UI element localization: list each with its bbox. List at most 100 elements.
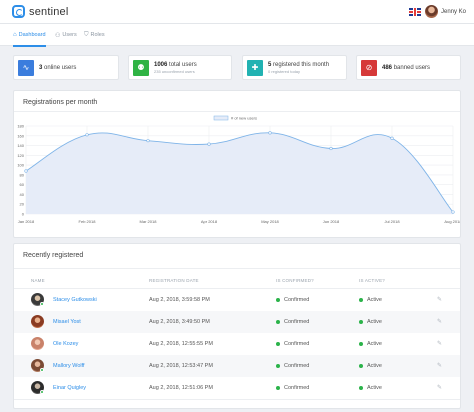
tab-dashboard[interactable]: ⌂ Dashboard — [13, 24, 46, 47]
column-header-active[interactable]: Is Active? — [359, 278, 386, 283]
table-row[interactable] — [14, 311, 460, 333]
stat-month-value: 5 — [268, 61, 272, 68]
stat-online-value: 3 — [39, 64, 43, 71]
y-tick-label: 140 — [17, 143, 24, 148]
stat-total-users[interactable]: ⚉ 1006 total users 235 unconfirmed users — [128, 55, 232, 80]
main-nav: ⌂ Dashboard ⚇ Users ⛉ Roles — [0, 24, 474, 47]
active-text: Active — [367, 319, 382, 325]
confirmed-dot-icon — [276, 320, 280, 324]
active-status: Active — [359, 297, 382, 303]
stat-banned-users[interactable]: ⊘ 486 banned users — [356, 55, 461, 80]
user-avatar[interactable] — [425, 5, 438, 18]
legend-swatch — [213, 115, 229, 121]
edit-icon[interactable]: ✎ — [437, 363, 443, 369]
avatar[interactable] — [31, 337, 44, 350]
avatar[interactable] — [31, 315, 44, 328]
x-tick-label: Feb 2018 — [79, 219, 97, 224]
stat-month-text: 5 registered this month — [268, 62, 329, 68]
stat-online-label: online users — [44, 64, 77, 71]
y-tick-label: 100 — [17, 163, 24, 168]
data-point — [85, 133, 89, 137]
row-divider — [14, 288, 460, 289]
sentinel-logo-icon — [12, 5, 25, 18]
user-ban-icon: ⊘ — [361, 59, 377, 76]
stat-banned-label: banned users — [393, 64, 431, 71]
active-dot-icon — [359, 386, 363, 390]
table-row[interactable] — [14, 355, 460, 377]
stat-month-sub: 0 registered today — [268, 68, 301, 74]
edit-icon[interactable]: ✎ — [437, 297, 443, 303]
data-point — [207, 142, 211, 146]
online-status-dot — [40, 368, 44, 372]
y-tick-label: 180 — [17, 124, 24, 129]
y-tick-label: 80 — [20, 172, 25, 177]
user-name-link[interactable]: Ole Kozey — [53, 341, 79, 347]
stat-online-text: 3 online users — [39, 65, 76, 71]
user-name-link[interactable]: Misael Yost — [53, 319, 81, 325]
edit-icon[interactable]: ✎ — [437, 319, 443, 325]
confirmed-text: Confirmed — [284, 385, 310, 391]
registrations-chart[interactable]: 0 20 40 60 80 100 120 140 160 180 Jan 2018 Feb 2018… — [14, 112, 460, 238]
registrations-chart-card: Registrations per month 0 20 40 60 80 100 120 1… — [13, 90, 461, 238]
legend-label: # of new users — [231, 116, 257, 121]
recent-card-title: Recently registered — [23, 252, 84, 259]
user-name[interactable]: Jenny Ko — [441, 9, 467, 15]
tab-roles[interactable]: ⛉ Roles — [84, 24, 105, 46]
y-tick-label: 20 — [20, 202, 25, 207]
shield-icon: ⛉ — [84, 31, 89, 38]
user-name-link[interactable]: Mallory Wolff — [53, 363, 85, 369]
registration-date: Aug 2, 2018, 3:49:50 PM — [149, 319, 210, 325]
confirmed-text: Confirmed — [284, 363, 310, 369]
active-text: Active — [367, 297, 382, 303]
activity-icon: ∿ — [18, 59, 34, 76]
confirmed-status: Confirmed — [276, 363, 309, 369]
column-header-date[interactable]: Registration Date — [149, 278, 199, 283]
column-header-confirmed[interactable]: Is Confirmed? — [276, 278, 314, 283]
confirmed-dot-icon — [276, 364, 280, 368]
active-status: Active — [359, 341, 382, 347]
card-divider — [14, 111, 460, 112]
data-point — [329, 146, 333, 151]
x-tick-label: Jun 2018 — [323, 219, 340, 224]
edit-icon[interactable]: ✎ — [437, 341, 443, 347]
confirmed-status: Confirmed — [276, 297, 309, 303]
brand-logo[interactable]: sentinel — [12, 5, 69, 18]
active-text: Active — [367, 385, 382, 391]
stat-registered-month[interactable]: ✚ 5 registered this month 0 registered t… — [242, 55, 347, 80]
stat-banned-value: 486 — [382, 64, 393, 71]
stat-total-label: total users — [169, 61, 197, 68]
user-name-link[interactable]: Einar Quigley — [53, 385, 87, 391]
uk-flag-icon[interactable] — [409, 8, 421, 16]
data-point — [24, 169, 28, 173]
tab-users-label: Users — [62, 32, 77, 38]
registration-date: Aug 2, 2018, 12:51:06 PM — [149, 385, 213, 391]
confirmed-status: Confirmed — [276, 385, 309, 391]
x-tick-label: Jan 2018 — [18, 219, 35, 224]
confirmed-dot-icon — [276, 342, 280, 346]
user-add-icon: ✚ — [247, 59, 263, 76]
online-status-dot — [40, 390, 44, 394]
stat-total-text: 1006 total users — [154, 62, 197, 68]
confirmed-status: Confirmed — [276, 319, 309, 325]
column-header-name[interactable]: Name — [31, 278, 45, 283]
edit-icon[interactable]: ✎ — [437, 385, 443, 391]
stat-total-value: 1006 — [154, 61, 168, 68]
table-row[interactable] — [14, 333, 460, 355]
tab-roles-label: Roles — [90, 32, 105, 38]
card-divider — [14, 268, 460, 269]
x-tick-label: Jul 2018 — [384, 219, 400, 224]
y-tick-label: 40 — [20, 192, 25, 197]
tab-users[interactable]: ⚇ Users — [55, 24, 77, 46]
user-name-link[interactable]: Stacey Gutkowski — [53, 297, 97, 303]
home-icon: ⌂ — [13, 32, 17, 38]
stat-online-users[interactable]: ∿ 3 online users — [13, 55, 119, 80]
users-icon: ⚇ — [55, 32, 61, 39]
brand-name: sentinel — [29, 5, 69, 18]
active-status: Active — [359, 363, 382, 369]
registration-date: Aug 2, 2018, 12:55:55 PM — [149, 341, 213, 347]
active-dot-icon — [359, 298, 363, 302]
active-dot-icon — [359, 342, 363, 346]
top-bar: sentinel Jenny Ko — [0, 0, 474, 24]
confirmed-dot-icon — [276, 298, 280, 302]
confirmed-status: Confirmed — [276, 341, 309, 347]
